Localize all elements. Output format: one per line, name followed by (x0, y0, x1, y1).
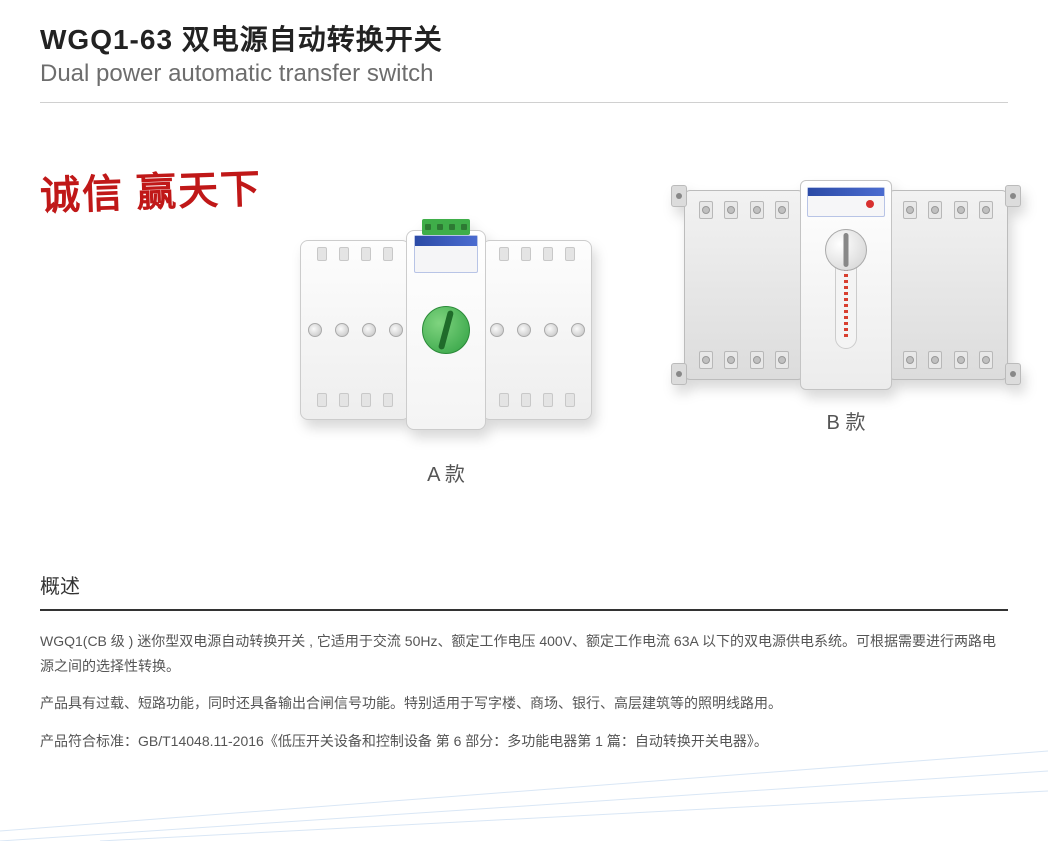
product-b: B 款 (684, 190, 1008, 435)
mount-tab-icon (671, 363, 687, 385)
mount-tab-icon (1005, 363, 1021, 385)
rating-label-icon (414, 235, 478, 273)
header-divider (40, 102, 1008, 103)
device-b-left-module (684, 190, 804, 380)
overview-para-1: WGQ1(CB 级 ) 迷你型双电源自动转换开关 , 它适用于交流 50Hz、额… (40, 629, 1008, 679)
rating-label-icon (807, 187, 885, 217)
overview-heading: 概述 (40, 570, 1008, 605)
product-a-caption: A 款 (300, 458, 592, 487)
terminal-block-icon (422, 219, 470, 235)
title-en: Dual power automatic transfer switch (40, 60, 1008, 88)
device-b-center (800, 180, 892, 390)
mount-tab-icon (671, 185, 687, 207)
product-area: A 款 (0, 180, 1048, 490)
overview-para-2: 产品具有过载、短路功能，同时还具备输出合闸信号功能。特别适用于写字楼、商场、银行… (40, 691, 1008, 716)
title-cn: WGQ1-63 双电源自动转换开关 (40, 18, 1008, 58)
overview-section: 概述 WGQ1(CB 级 ) 迷你型双电源自动转换开关 , 它适用于交流 50H… (40, 570, 1008, 766)
page-header: WGQ1-63 双电源自动转换开关 Dual power automatic t… (0, 0, 1048, 94)
overview-divider (40, 609, 1008, 611)
status-led-icon (866, 200, 874, 208)
rotary-knob-grey-icon (825, 229, 867, 271)
device-a-right-module (482, 240, 592, 420)
device-a-illustration (300, 240, 592, 430)
mount-tab-icon (1005, 185, 1021, 207)
overview-para-3: 产品符合标准：GB/T14048.11-2016《低压开关设备和控制设备 第 6… (40, 729, 1008, 754)
device-a-center (406, 230, 486, 430)
device-a-left-module (300, 240, 410, 420)
device-b-illustration (684, 190, 1008, 390)
product-b-caption: B 款 (684, 406, 1008, 435)
rotary-knob-green-icon (422, 306, 470, 354)
device-b-right-module (888, 190, 1008, 380)
product-a: A 款 (300, 240, 592, 487)
